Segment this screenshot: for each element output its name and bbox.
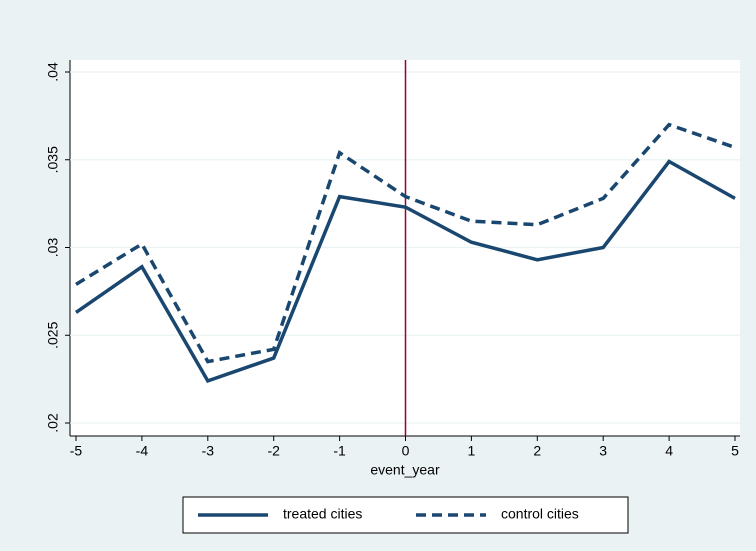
y-tick-label: .035 — [45, 146, 61, 173]
x-tick-label: 4 — [665, 443, 673, 459]
y-tick-label: .025 — [45, 321, 61, 348]
series-line — [75, 159, 736, 384]
x-tick-label: -3 — [202, 443, 215, 459]
y-tick-label: .04 — [45, 62, 61, 82]
x-tick-label: -1 — [333, 443, 346, 459]
x-tick-label: 0 — [402, 443, 410, 459]
x-tick-label: 3 — [599, 443, 607, 459]
x-tick-label: 2 — [533, 443, 541, 459]
x-tick-label: 1 — [468, 443, 476, 459]
x-tick-label: -4 — [136, 443, 149, 459]
y-tick-label: .03 — [45, 238, 61, 258]
legend-label: control cities — [501, 506, 579, 522]
x-tick-label: -5 — [70, 443, 83, 459]
x-tick-label: -2 — [267, 443, 280, 459]
x-tick-label: 5 — [731, 443, 739, 459]
series-line — [75, 122, 736, 364]
y-tick-label: .02 — [45, 413, 61, 433]
x-axis-label: event_year — [370, 462, 440, 478]
legend-label: treated cities — [283, 506, 362, 522]
